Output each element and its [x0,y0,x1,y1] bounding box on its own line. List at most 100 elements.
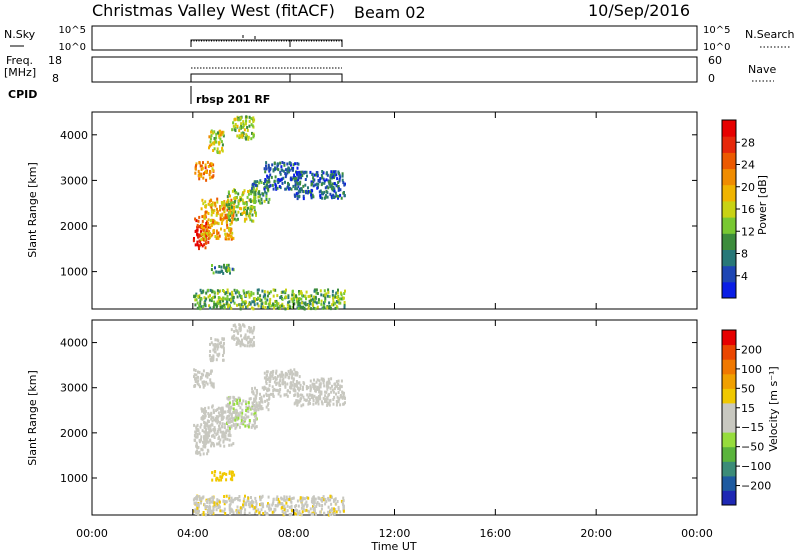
data-cell [229,206,232,209]
data-cell [241,133,244,137]
data-cell [264,180,267,183]
data-cell [307,386,310,390]
data-cell [317,182,320,186]
data-cell [298,189,301,193]
data-cell [221,422,224,426]
data-cell [341,178,344,182]
data-cell [312,184,315,188]
data-cell [205,439,207,443]
data-cell [200,174,203,178]
data-cell [337,288,339,292]
data-cell [332,398,335,401]
data-cell [207,231,210,235]
data-cell [277,181,280,184]
data-cell [253,412,256,416]
data-cell [215,409,218,413]
data-cell [332,296,335,300]
data-cell [272,394,275,398]
data-cell [319,196,322,199]
data-cell [218,150,221,154]
data-cell [217,302,220,305]
data-cell [206,431,209,435]
data-cell [324,293,327,297]
data-cell [251,407,254,411]
data-cell [238,413,241,417]
data-cell [251,124,254,128]
data-cell [281,378,284,382]
data-cell [298,290,300,293]
data-cell [212,220,215,224]
data-cell [226,291,229,295]
data-cell [223,349,225,353]
data-cell [245,201,248,204]
data-cell [211,509,214,513]
data-cell [304,509,307,513]
data-cell [284,375,287,379]
data-cell [213,300,216,304]
data-cell [202,408,205,412]
data-cell [264,170,267,174]
data-cell [327,377,330,381]
data-cell [298,292,301,296]
data-cell [300,513,303,517]
data-cell [199,299,202,303]
data-cell [334,385,337,389]
data-cell [237,290,240,294]
data-cell [263,394,265,398]
data-cell [202,176,205,180]
data-cell [246,128,249,132]
data-cell [296,182,299,186]
data-cell [197,429,200,433]
data-cell [288,505,291,509]
data-cell [331,384,333,388]
data-cell [257,508,260,512]
data-cell [225,216,228,220]
data-cell [232,208,235,212]
data-cell [203,502,206,506]
data-cell [299,387,302,390]
data-cell [274,175,277,179]
data-cell [213,430,216,434]
data-cell [265,198,268,201]
data-cell [202,440,204,444]
data-cell [204,299,207,303]
data-cell [251,199,254,203]
data-cell [337,387,340,391]
data-cell [288,497,291,501]
data-cell [205,204,208,208]
data-cell [200,243,203,246]
data-cell [255,499,258,503]
data-cell [243,511,246,515]
data-cell [281,510,284,513]
data-cell [262,305,265,309]
data-cell [309,384,312,388]
data-cell [221,203,224,207]
data-cell [223,337,225,341]
data-cell [231,216,234,220]
data-cell [274,377,277,381]
data-cell [251,338,254,342]
data-cell [267,200,270,204]
data-cell [246,499,249,503]
data-cell [229,426,231,430]
data-cell [306,174,308,178]
data-cell [213,208,216,212]
data-cell [322,381,325,385]
data-cell [239,206,241,210]
data-cell [297,185,300,189]
data-cell [220,412,223,416]
data-cell [198,509,200,513]
data-cell [241,300,244,304]
data-cell [260,305,263,309]
data-cell [305,504,308,508]
data-cell [200,232,203,236]
data-cell [208,146,210,150]
data-cell [332,193,335,197]
data-cell [265,181,268,185]
data-cell [220,227,222,231]
data-cell [210,369,213,373]
data-cell [276,495,279,499]
data-cell [205,225,207,229]
data-cell [200,423,203,427]
data-cell [327,394,330,397]
